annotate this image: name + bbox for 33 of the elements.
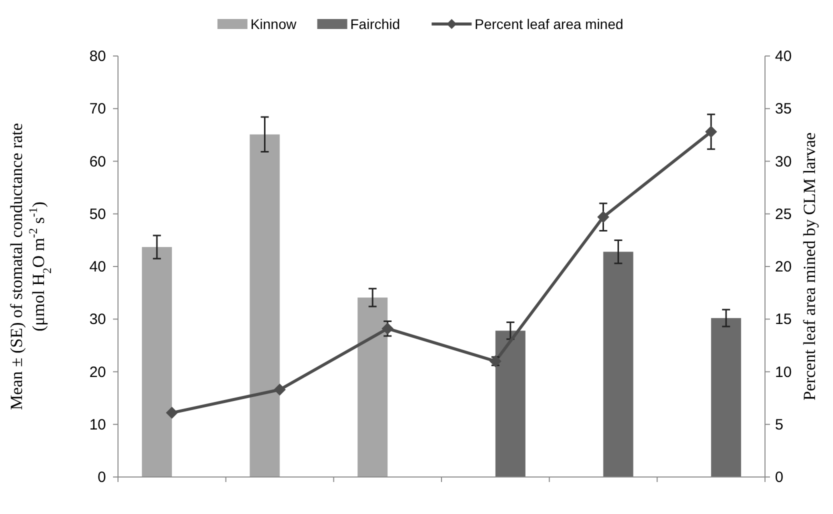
y-tick-label: 50 [89,206,106,223]
point [382,322,394,335]
y-tick-label: 60 [89,153,106,170]
y2-axis-title: Percent leaf area mined by CLM larvae [800,132,819,401]
bar [250,134,280,477]
y-tick-label: 0 [98,469,106,486]
y2-tick-label: 5 [775,416,784,434]
bar [603,252,634,477]
y-tick-label: 20 [89,364,106,381]
bar [495,330,526,477]
y-tick-label: 40 [89,258,106,276]
y2-tick-label: 0 [775,469,784,486]
y-tick-label: 10 [89,416,106,434]
y2-tick-label: 30 [775,153,792,170]
point [166,406,178,419]
legend-label: Percent leaf area mined [474,16,624,32]
y2-tick-label: 10 [775,364,792,381]
bar [142,247,172,477]
legend-label: Kinnow [250,16,298,32]
y2-tick-label: 40 [775,48,792,65]
y-tick-label: 30 [89,311,106,328]
y2-tick-label: 15 [775,311,792,328]
y-tick-label: 70 [89,100,106,118]
y2-tick-label: 35 [775,100,792,118]
y2-tick-label: 20 [775,258,792,276]
point [597,211,610,224]
bar [711,318,742,477]
y-tick-label: 80 [89,48,106,65]
legend-label: Fairchid [350,16,400,32]
y2-tick-label: 25 [775,206,792,223]
bar [358,298,388,477]
point [274,384,286,396]
point [705,126,718,138]
